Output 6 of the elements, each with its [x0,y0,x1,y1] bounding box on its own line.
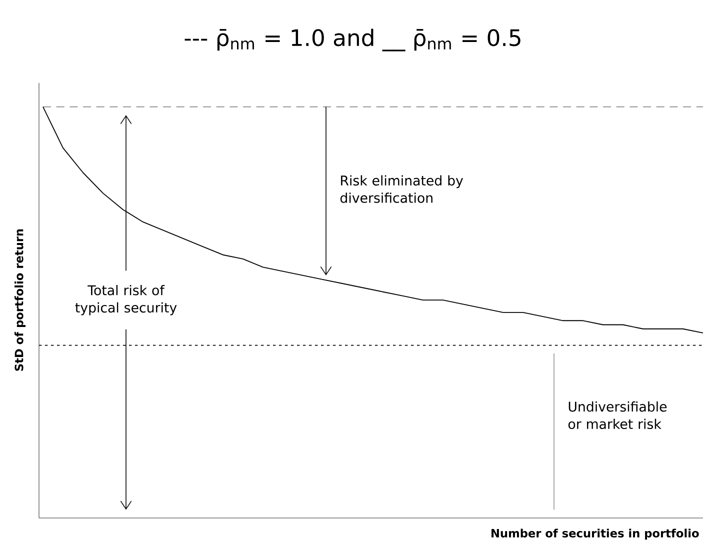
annotation: Risk eliminated by diversification [340,175,464,203]
x-axis-title: Number of securities in portfolio [492,528,699,540]
chart-title: --- ρ̄$_{nm}$ = 1.0 and __ ρ̄$_{nm}$ = 0.5 [184,28,520,52]
annotation: Undiversifiable or market risk [568,401,667,430]
annotation: Total risk of typical security [75,284,177,316]
y-axis-title: StD of portfolio return [14,229,26,371]
